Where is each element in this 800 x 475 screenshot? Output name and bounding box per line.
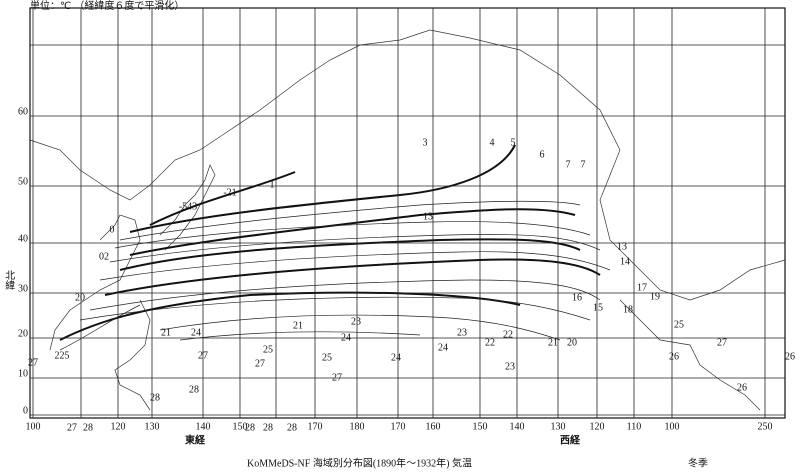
- contour-label: 21: [161, 327, 171, 338]
- latitude-label: 40: [18, 233, 28, 244]
- contour-label: 24: [391, 352, 401, 363]
- contour-label: 21: [548, 337, 558, 348]
- unit-note: 単位：℃ （経緯度６度で平滑化）: [30, 0, 184, 12]
- latitude-label: 50: [18, 176, 28, 187]
- contour-label: 17: [637, 282, 647, 293]
- contour-label: 6: [540, 149, 545, 160]
- caption: KoMMeDS-NF 海域別分布図(1890年～1932年) 気温: [247, 456, 472, 469]
- contour-label: 1: [270, 179, 275, 190]
- contour-label: 14: [620, 256, 630, 267]
- contour-label: 18: [623, 304, 633, 315]
- longitude-label: 130: [145, 421, 160, 432]
- latitude-label: 30: [18, 283, 28, 294]
- contour-label: 24: [438, 342, 448, 353]
- contour-label: 3: [423, 137, 428, 148]
- contour-label: 7: [566, 159, 571, 170]
- contour-label: 26: [737, 382, 747, 393]
- contour-label: 21: [293, 320, 303, 331]
- longitude-label: 130: [551, 421, 566, 432]
- longitude-label: 120: [590, 421, 605, 432]
- contour-label: 26: [785, 351, 795, 362]
- contour-label: 13: [423, 211, 433, 222]
- contour-label: 28: [150, 392, 160, 403]
- contour-label: 28: [245, 422, 255, 433]
- longitude-label: 170: [308, 421, 323, 432]
- contour-label: 28: [83, 422, 93, 433]
- longitude-label: 100: [665, 421, 680, 432]
- longitude-label: 120: [111, 421, 126, 432]
- contour-label: 27: [717, 337, 727, 348]
- contour-label: 19: [650, 291, 660, 302]
- contour-label: -21: [223, 187, 236, 198]
- contour-label: 23: [351, 316, 361, 327]
- contour-label: 27: [28, 357, 38, 368]
- contour-label: 27: [332, 372, 342, 383]
- contour-label: 25: [263, 344, 273, 355]
- contour-label: 28: [287, 422, 297, 433]
- contour-label: 5: [511, 137, 516, 148]
- longitude-label: 160: [426, 421, 441, 432]
- latitude-label: 0: [23, 405, 28, 416]
- contour-label: 28: [263, 422, 273, 433]
- contour-label: -543: [179, 201, 197, 212]
- contour-label: 0: [110, 224, 115, 235]
- contour-label: 20: [75, 292, 85, 303]
- season: 冬季: [688, 456, 708, 469]
- contour-label: 26: [669, 351, 679, 362]
- contour-label: 02: [99, 251, 109, 262]
- longitude-label: 150: [473, 421, 488, 432]
- map-frame: [29, 7, 786, 419]
- isotherms: [59, 144, 611, 351]
- longitude-label: 250: [758, 421, 773, 432]
- longitude-label: 100: [26, 421, 41, 432]
- contour-label: 13: [617, 241, 627, 252]
- longitude-label: 150: [233, 421, 248, 432]
- latitude-label: 60: [18, 106, 28, 117]
- contour-label: 25: [674, 319, 684, 330]
- west-label: 西経: [560, 433, 581, 446]
- contour-label: 24: [341, 332, 351, 343]
- contour-label: 15: [593, 302, 603, 313]
- contour-label: 225: [55, 350, 70, 361]
- contour-label: 27: [255, 358, 265, 369]
- longitude-label: 170: [391, 421, 406, 432]
- longitude-label: 180: [350, 421, 365, 432]
- contour-label: 22: [503, 329, 513, 340]
- north-label: 北緯: [3, 270, 15, 290]
- longitude-label: 140: [510, 421, 525, 432]
- contour-label: 16: [572, 292, 582, 303]
- contour-label: 27: [198, 350, 208, 361]
- contour-label: 22: [485, 337, 495, 348]
- contour-label: 27: [67, 422, 77, 433]
- east-label: 東経: [185, 433, 206, 446]
- longitude-label: 110: [627, 421, 642, 432]
- contour-label: 20: [567, 337, 577, 348]
- contour-label: 23: [457, 327, 467, 338]
- latitude-label: 20: [18, 328, 28, 339]
- contour-label: 25: [322, 352, 332, 363]
- contour-label: 28: [189, 384, 199, 395]
- longitude-label: 140: [196, 421, 211, 432]
- contour-label: 23: [505, 361, 515, 372]
- contour-label: 4: [490, 137, 495, 148]
- contour-label: 7: [581, 159, 586, 170]
- contour-label: 24: [191, 327, 201, 338]
- latitude-label: 10: [18, 368, 28, 379]
